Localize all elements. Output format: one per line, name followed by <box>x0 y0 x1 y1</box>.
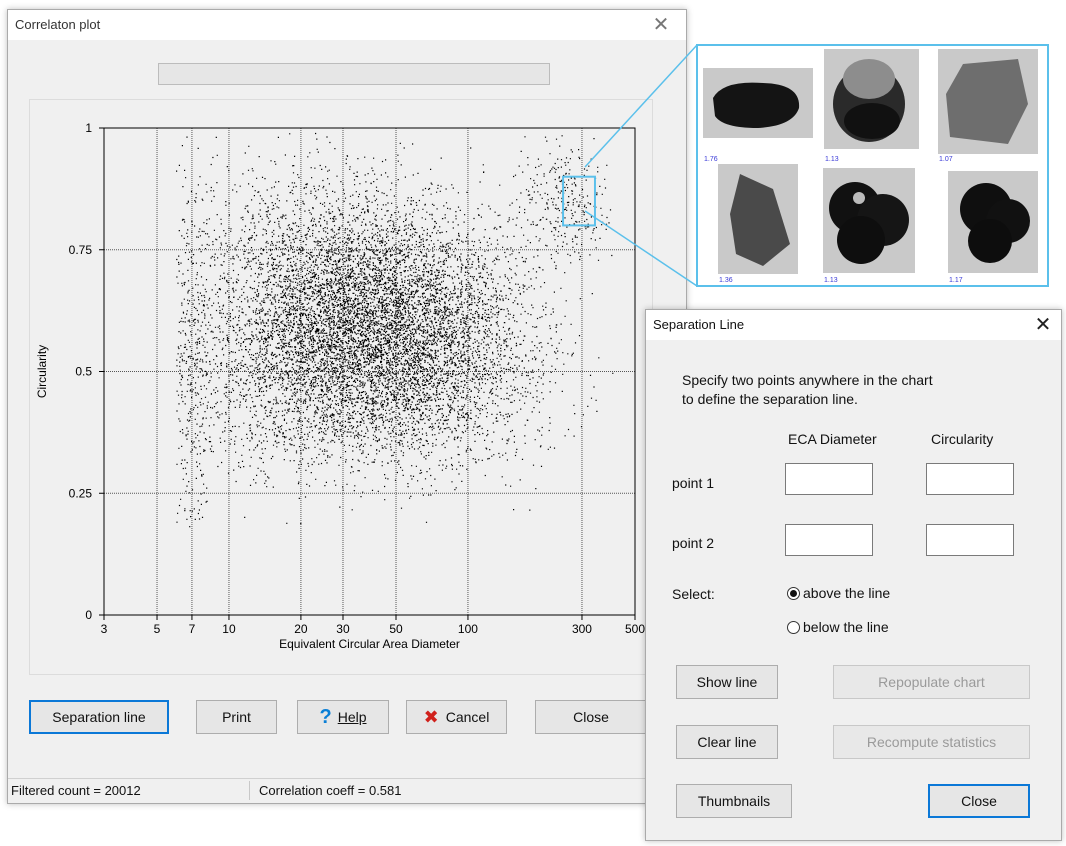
particle-thumbnail-6[interactable] <box>948 171 1038 273</box>
print-button[interactable]: Print <box>196 700 277 734</box>
x-tick-label: 50 <box>389 622 403 636</box>
option-above-label: above the line <box>803 585 891 601</box>
cancel-label: Cancel <box>445 709 490 725</box>
thumbnail-label-3: 1.07 <box>939 156 953 163</box>
grid-lines <box>104 128 635 615</box>
repopulate-chart-label: Repopulate chart <box>878 674 985 690</box>
y-tick-label: 0 <box>85 608 92 622</box>
option-below[interactable]: below the line <box>785 618 945 638</box>
point-2-label: point 2 <box>672 535 715 551</box>
close-label: Close <box>573 709 609 725</box>
particle-thumbnail-2[interactable] <box>824 49 919 149</box>
option-above[interactable]: above the line <box>785 584 945 604</box>
show-line-label: Show line <box>696 674 758 690</box>
separation-line-dialog: Separation Line ✕ Specify two points any… <box>645 309 1062 841</box>
particle-thumbnail-5[interactable] <box>823 168 915 273</box>
clear-line-label: Clear line <box>697 734 757 750</box>
separation-line-label: Separation line <box>52 709 146 725</box>
correlation-plot-window: Correlaton plot ✕ 3 5 7 10 20 30 50 100 300 500 0 0… <box>7 9 687 804</box>
dialog-close-label: Close <box>961 793 997 809</box>
recompute-statistics-label: Recompute statistics <box>866 734 997 750</box>
data-points <box>176 132 614 528</box>
option-below-label: below the line <box>803 619 889 635</box>
thumbnails-panel: 1.76 1.13 1.07 1.36 1.13 <box>696 44 1049 287</box>
radio-below-icon[interactable] <box>787 621 800 634</box>
particle-image-5 <box>829 182 909 264</box>
filtered-count: Filtered count = 20012 <box>11 783 141 798</box>
dialog-title: Separation Line <box>653 317 745 332</box>
x-tick-label: 30 <box>336 622 350 636</box>
x-tick-label: 10 <box>222 622 236 636</box>
x-tick-label: 7 <box>189 622 196 636</box>
thumbnails-label: Thumbnails <box>697 793 771 809</box>
point-1-eca-input[interactable] <box>785 463 873 495</box>
particle-thumbnail-3[interactable] <box>938 49 1038 154</box>
particle-image-4 <box>730 174 790 266</box>
help-button[interactable]: ? Help <box>297 700 389 734</box>
scatter-chart[interactable]: 3 5 7 10 20 30 50 100 300 500 0 0.25 0.5 0.75 1 Equiva… <box>30 100 652 674</box>
axis-ticks: 3 5 7 10 20 30 50 100 300 500 0 0.25 0.5 0.75 1 <box>69 121 646 636</box>
close-icon[interactable]: ✕ <box>652 14 670 36</box>
x-tick-label: 100 <box>458 622 478 636</box>
x-tick-label: 500 <box>625 622 645 636</box>
x-tick-label: 3 <box>101 622 108 636</box>
particle-image-1 <box>713 82 800 128</box>
eca-diameter-header: ECA Diameter <box>788 431 877 447</box>
dialog-title-bar: Separation Line ✕ <box>646 310 1061 340</box>
thumbnails-button[interactable]: Thumbnails <box>676 784 792 818</box>
print-label: Print <box>222 709 251 725</box>
cancel-icon: ✖ <box>423 706 439 727</box>
status-bar: Filtered count = 20012 Correlation coeff… <box>8 778 686 803</box>
help-icon: ? <box>319 705 332 728</box>
clear-line-button[interactable]: Clear line <box>676 725 778 759</box>
separation-line-button[interactable]: Separation line <box>29 700 169 734</box>
particle-image-2 <box>833 59 905 142</box>
status-divider <box>249 781 250 800</box>
particle-thumbnail-1[interactable] <box>703 68 813 138</box>
title-bar: Correlaton plot ✕ <box>8 10 686 40</box>
point-1-circularity-input[interactable] <box>926 463 1014 495</box>
correlation-coefficient: Correlation coeff = 0.581 <box>259 783 402 798</box>
thumbnail-label-2: 1.13 <box>825 156 839 163</box>
instruction-line-2: to define the separation line. <box>682 391 858 407</box>
repopulate-chart-button[interactable]: Repopulate chart <box>833 665 1030 699</box>
selection-box[interactable] <box>562 175 596 227</box>
x-tick-label: 300 <box>572 622 592 636</box>
x-tick-label: 5 <box>154 622 161 636</box>
progress-bar <box>158 63 550 85</box>
y-tick-label: 0.5 <box>75 365 92 379</box>
thumbnail-label-4: 1.36 <box>719 277 733 284</box>
thumbnail-label-6: 1.17 <box>949 277 963 284</box>
dialog-close-button[interactable]: Close <box>928 784 1030 818</box>
point-2-eca-input[interactable] <box>785 524 873 556</box>
x-axis-label: Equivalent Circular Area Diameter <box>279 637 460 651</box>
window-title: Correlaton plot <box>15 17 101 32</box>
particle-image-6 <box>960 183 1030 263</box>
radio-above-icon[interactable] <box>787 587 800 600</box>
y-tick-label: 1 <box>85 121 92 135</box>
y-tick-label: 0.75 <box>69 243 93 257</box>
show-line-button[interactable]: Show line <box>676 665 778 699</box>
instruction-line-1: Specify two points anywhere in the chart <box>682 372 933 388</box>
chart-panel: 3 5 7 10 20 30 50 100 300 500 0 0.25 0.5 0.75 1 Equiva… <box>29 99 653 675</box>
circularity-header: Circularity <box>931 431 994 447</box>
cancel-button[interactable]: ✖ Cancel <box>406 700 507 734</box>
y-axis-label: Circularity <box>35 345 49 398</box>
y-tick-label: 0.25 <box>69 486 93 500</box>
thumbnail-label-5: 1.13 <box>824 277 838 284</box>
select-label: Select: <box>672 586 715 602</box>
close-button[interactable]: Close <box>535 700 647 734</box>
particle-image-3 <box>946 59 1028 144</box>
point-1-label: point 1 <box>672 475 715 491</box>
dialog-close-icon[interactable]: ✕ <box>1034 314 1052 336</box>
recompute-statistics-button[interactable]: Recompute statistics <box>833 725 1030 759</box>
scatter-points <box>176 132 614 528</box>
help-label: Help <box>337 709 367 725</box>
x-tick-label: 20 <box>294 622 308 636</box>
point-2-circularity-input[interactable] <box>926 524 1014 556</box>
particle-thumbnail-4[interactable] <box>718 164 798 274</box>
thumbnail-label-1: 1.76 <box>704 156 718 163</box>
